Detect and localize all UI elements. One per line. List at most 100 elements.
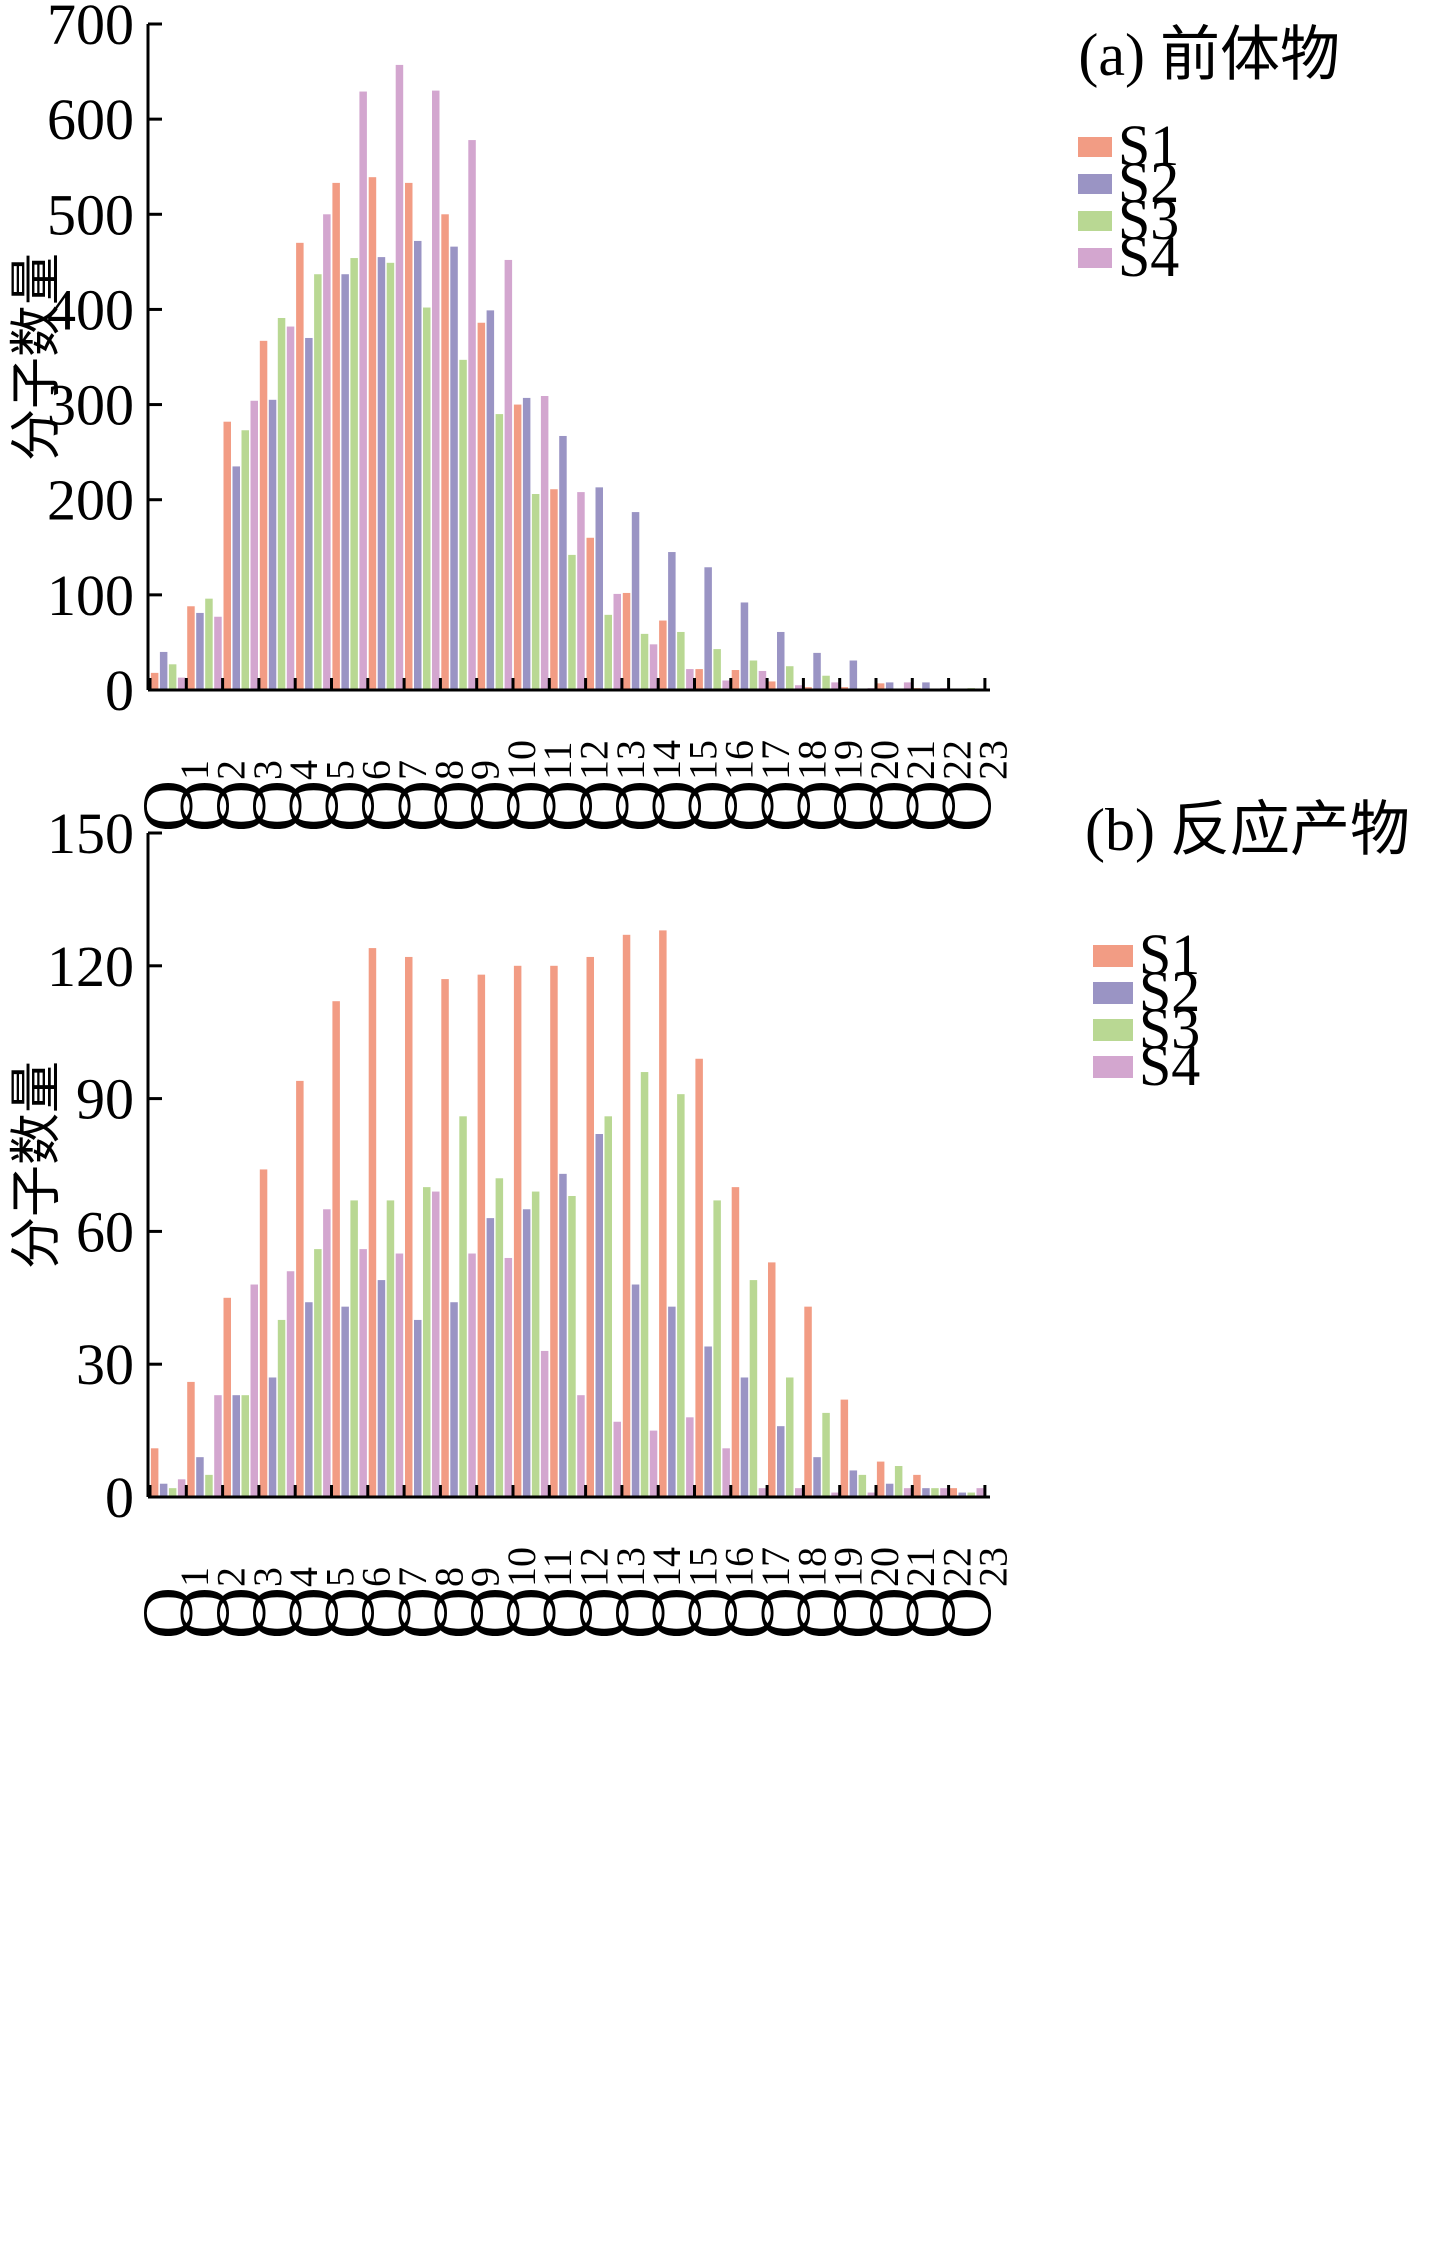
category-subscript: 9 [463,1567,508,1587]
bar-S2-O3 [232,1395,240,1497]
category-prefix: O [636,1587,716,1639]
bar-S2-O19 [813,652,821,690]
svg-text:O3: O3 [201,760,290,832]
bar-S1-O7 [368,177,377,690]
bar-S1-O11 [513,404,522,690]
svg-text:O5: O5 [273,760,362,832]
svg-text:O21: O21 [854,740,943,832]
category-subscript: 13 [608,740,653,780]
bar-S2-O12 [559,1173,567,1497]
x-tick-label-O23: O23 [927,740,1016,832]
category-prefix: O [854,1587,934,1639]
category-subscript: 12 [572,1547,617,1587]
bar-S3-O9 [459,359,467,690]
svg-text:O22: O22 [890,1547,979,1639]
x-tick-label-O20: O20 [818,1547,907,1639]
y-tick-label: 500 [47,182,134,247]
bar-S3-O19 [822,1412,830,1497]
bar-S2-O7 [377,1280,386,1497]
bar-S4-O18 [795,1488,803,1497]
bar-S4-O5 [323,214,331,691]
bar-S2-O23 [958,1492,966,1497]
category-prefix: O [528,1587,608,1639]
svg-text:O10: O10 [455,1547,544,1639]
legend-label-S2: S2 [1118,150,1179,215]
category-prefix: O [927,780,1007,832]
svg-text:O1: O1 [128,760,217,832]
y-axis-label: 分子数量 [7,253,67,461]
bar-S1-O6 [332,182,340,690]
x-tick-label-O15: O15 [636,1547,725,1639]
x-tick-label-O13: O13 [564,1547,653,1639]
category-prefix: O [164,1587,244,1639]
bar-S1-O4 [259,340,268,690]
category-subscript: 14 [644,1547,689,1587]
y-tick-label: 100 [47,563,134,628]
category-subscript: 4 [281,760,326,780]
bar-S2-O22 [922,1488,930,1497]
y-tick-label: 400 [47,277,134,342]
bar-S1-O18 [768,681,776,690]
y-tick-label: 0 [105,658,134,723]
x-tick-label-O15: O15 [636,740,725,832]
svg-text:O19: O19 [782,1547,871,1639]
category-prefix: O [636,780,716,832]
bar-S2-O5 [305,1302,313,1497]
category-subscript: 11 [535,741,580,780]
category-subscript: 1 [172,1567,217,1587]
bar-S3-O5 [314,1249,322,1497]
bar-S1-O14 [622,592,631,690]
bar-S4-O11 [540,396,549,690]
bar-S2-O5 [305,337,313,690]
x-tick-label-O6: O6 [310,760,399,832]
x-tick-label-O17: O17 [709,740,798,832]
bar-S2-O13 [595,1134,603,1497]
bar-S4-O8 [432,90,440,691]
bar-S2-O2 [196,612,204,690]
category-subscript: 15 [680,740,725,780]
category-subscript: 22 [934,1547,979,1587]
bar-S1-O4 [259,1169,268,1497]
bar-S1-O11 [513,965,522,1497]
bar-S2-O16 [704,567,712,690]
category-prefix: O [346,1587,426,1639]
bar-S2-O21 [885,682,894,690]
category-prefix: O [673,1587,753,1639]
bar-S3-O7 [386,1200,395,1497]
bar-S3-O20 [858,1474,867,1497]
bar-S4-O10 [504,259,513,690]
bar-S4-O14 [649,644,658,690]
bar-S3-O14 [640,1072,649,1497]
category-prefix: O [310,1587,390,1639]
legend-swatch-S4 [1078,248,1112,268]
svg-text:O2: O2 [164,760,253,832]
y-tick-label: 0 [105,1465,134,1530]
category-subscript: 5 [317,760,362,780]
bar-S4-O6 [359,1249,367,1497]
bar-S1-O1 [150,672,159,690]
category-prefix: O [782,1587,862,1639]
x-tick-label-O1: O1 [128,1567,217,1639]
svg-text:O6: O6 [310,1567,399,1639]
y-tick-label: 90 [76,1067,134,1132]
bar-S4-O9 [468,140,476,690]
category-subscript: 10 [499,1547,544,1587]
category-subscript: 12 [572,740,617,780]
category-subscript: 8 [426,1567,471,1587]
y-tick-label: 120 [47,934,134,999]
category-prefix: O [745,1587,825,1639]
bar-S2-O11 [522,397,531,690]
category-prefix: O [273,780,353,832]
bar-S4-O21 [903,1488,912,1497]
svg-text:O9: O9 [419,760,508,832]
bar-S4-O21 [903,682,912,690]
x-tick-label-O11: O11 [491,741,580,832]
legend-label-S4: S4 [1139,1033,1200,1098]
category-subscript: 20 [862,740,907,780]
svg-text:O15: O15 [636,740,725,832]
bar-S1-O6 [332,1001,340,1497]
svg-text:O9: O9 [419,1567,508,1639]
x-tick-label-O22: O22 [890,1547,979,1639]
x-tick-label-O1: O1 [128,760,217,832]
x-tick-label-O13: O13 [564,740,653,832]
